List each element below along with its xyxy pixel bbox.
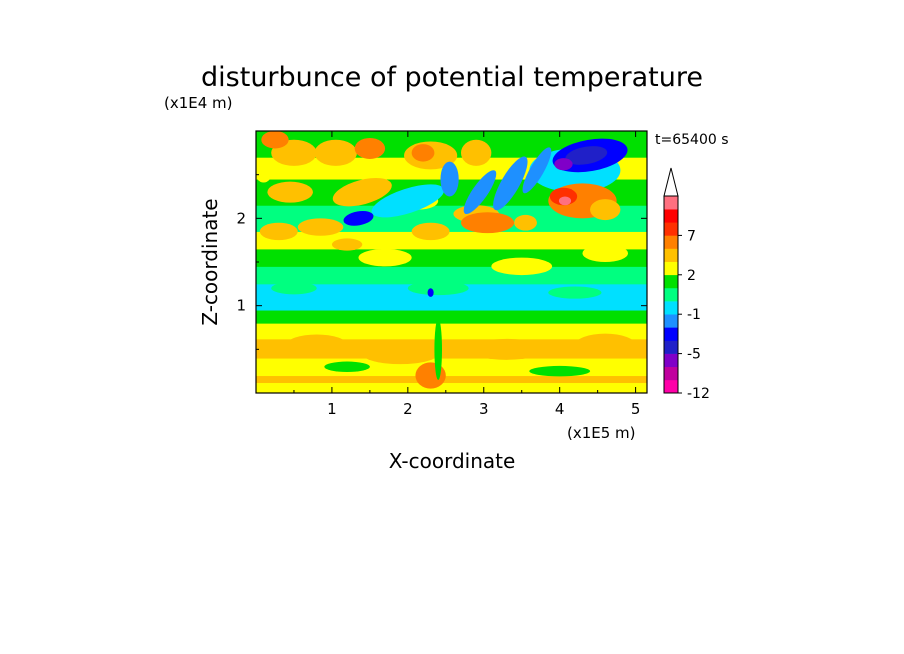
- contour-blob: [256, 158, 273, 183]
- contour-blob: [514, 214, 537, 231]
- contour-blob: [468, 338, 545, 360]
- colorbar-bin: [664, 353, 678, 368]
- y-axis-label: Z-coordinate: [198, 198, 222, 325]
- contour-blob: [548, 286, 602, 299]
- colorbar-label: -5: [687, 347, 701, 363]
- y-tick-label: 2: [236, 209, 246, 227]
- x-tick-label: 5: [631, 400, 641, 418]
- contour-blob: [331, 238, 363, 251]
- colorbar-bin: [664, 340, 678, 354]
- colorbar-bin: [664, 366, 678, 381]
- colorbar-frame: [663, 195, 679, 394]
- colorbar-bin: [664, 261, 678, 276]
- contour-blob: [529, 365, 591, 377]
- colorbar-bin: [664, 209, 678, 223]
- time-label: t=65400 s: [655, 132, 729, 148]
- x-unit-label: (x1E5 m): [567, 424, 636, 442]
- contour-field: [256, 131, 647, 393]
- y-unit-label: (x1E4 m): [164, 94, 233, 112]
- contour-blob: [582, 244, 629, 262]
- colorbar-over-arrow: [663, 167, 679, 197]
- contour-blob: [411, 222, 450, 241]
- contour-blob: [407, 281, 469, 296]
- colorbar-bin: [664, 196, 678, 210]
- contour-blob: [440, 161, 459, 197]
- contour-band: [256, 382, 647, 393]
- x-axis-ticks: 1 2 3 4 5: [293, 131, 641, 418]
- contour-blob: [314, 139, 357, 166]
- contour-blob: [493, 156, 528, 211]
- colorbar-bin: [664, 235, 678, 249]
- x-tick-label: 4: [555, 400, 565, 418]
- contour-blob: [411, 144, 435, 162]
- colorbar-label: 7: [687, 228, 696, 244]
- colorbar: -12-5-127: [663, 167, 710, 402]
- contour-blob: [460, 139, 492, 166]
- x-tick-label: 3: [479, 400, 489, 418]
- contour-blob: [332, 177, 392, 207]
- contour-blob: [343, 210, 374, 226]
- x-tick-label: 2: [403, 400, 413, 418]
- contour-blob: [565, 146, 608, 165]
- y-axis-ticks: 12: [236, 174, 647, 350]
- contour-blob: [324, 361, 370, 373]
- contour-blob: [362, 343, 439, 365]
- contour-band: [256, 338, 647, 359]
- colorbar-bin: [664, 327, 678, 341]
- contour-band: [256, 358, 647, 377]
- colorbar-bin: [664, 274, 678, 289]
- contour-blob: [427, 288, 434, 297]
- contour-blob: [434, 318, 443, 380]
- contour-blob: [558, 196, 572, 206]
- x-tick-label: 1: [327, 400, 337, 418]
- chart-title: disturbunce of potential temperature: [201, 62, 703, 93]
- contour-blob: [463, 170, 497, 215]
- contour-blob: [460, 212, 515, 234]
- colorbar-label: -1: [687, 307, 701, 323]
- contour-blob: [354, 137, 386, 159]
- colorbar-bin: [664, 314, 678, 328]
- contour-blob: [261, 131, 289, 149]
- contour-blob: [574, 333, 636, 357]
- contour-blob: [267, 181, 313, 203]
- contour-blob: [358, 248, 412, 267]
- colorbar-bin: [664, 301, 678, 315]
- contour-band: [256, 310, 647, 324]
- contour-blob: [522, 147, 552, 194]
- colorbar-bin: [664, 379, 678, 394]
- contour-band: [256, 375, 647, 384]
- contour-band: [256, 266, 647, 285]
- contour-band: [256, 248, 647, 267]
- contour-blob: [590, 199, 621, 221]
- contour-blob: [297, 218, 344, 236]
- contour-blob: [271, 282, 317, 295]
- colorbar-bin: [664, 222, 678, 236]
- contour-blob: [371, 184, 445, 218]
- colorbar-bin: [664, 287, 678, 302]
- colorbar-bin: [664, 248, 678, 262]
- contour-blob: [259, 222, 298, 241]
- contour-blob: [286, 334, 348, 356]
- contour-band: [256, 323, 647, 340]
- y-tick-label: 1: [236, 297, 246, 315]
- colorbar-label: 2: [687, 268, 696, 284]
- contour-blob: [554, 158, 573, 171]
- contour-blob: [491, 257, 553, 276]
- colorbar-label: -12: [687, 386, 710, 402]
- x-axis-label: X-coordinate: [389, 449, 516, 473]
